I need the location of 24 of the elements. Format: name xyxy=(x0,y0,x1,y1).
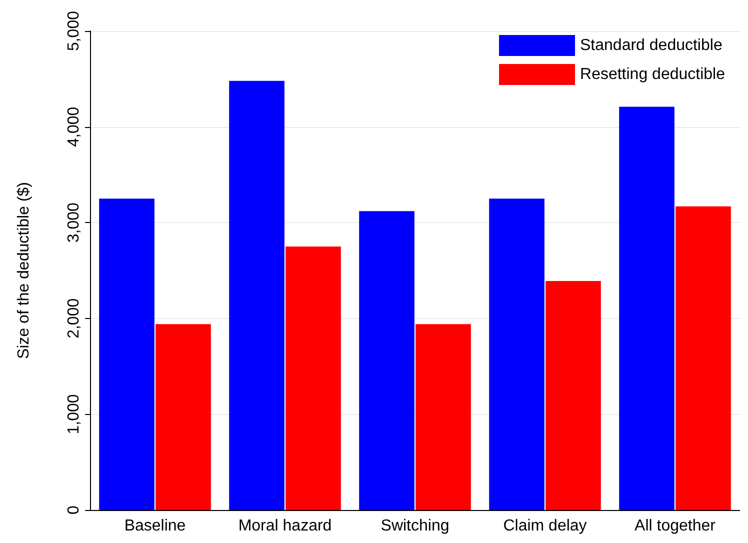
legend-label: Standard deductible xyxy=(580,37,722,54)
bar xyxy=(416,324,471,510)
y-axis-title: Size of the deductible ($) xyxy=(16,182,32,360)
bar xyxy=(99,198,154,510)
x-tick-label: All together xyxy=(634,518,716,534)
x-tick-label: Baseline xyxy=(124,518,186,534)
bar xyxy=(156,324,211,510)
y-tick-label: 3,000 xyxy=(66,202,82,243)
bar xyxy=(546,281,601,510)
bar xyxy=(489,198,544,510)
bar xyxy=(229,80,284,510)
bar xyxy=(619,106,674,510)
bar xyxy=(676,206,731,510)
bar xyxy=(359,211,414,510)
bar xyxy=(286,246,341,510)
y-tick-label: 2,000 xyxy=(66,298,82,338)
x-tick-label: Claim delay xyxy=(503,518,587,534)
x-tick-label: Moral hazard xyxy=(238,518,332,534)
y-tick-label: 5,000 xyxy=(66,10,82,52)
y-tick-label: 1,000 xyxy=(66,394,82,434)
y-tick-label: 4,000 xyxy=(66,106,82,147)
legend-label: Resetting deductible xyxy=(580,66,726,83)
x-tick-label: Switching xyxy=(380,518,450,534)
y-tick-label: 0 xyxy=(66,505,82,514)
